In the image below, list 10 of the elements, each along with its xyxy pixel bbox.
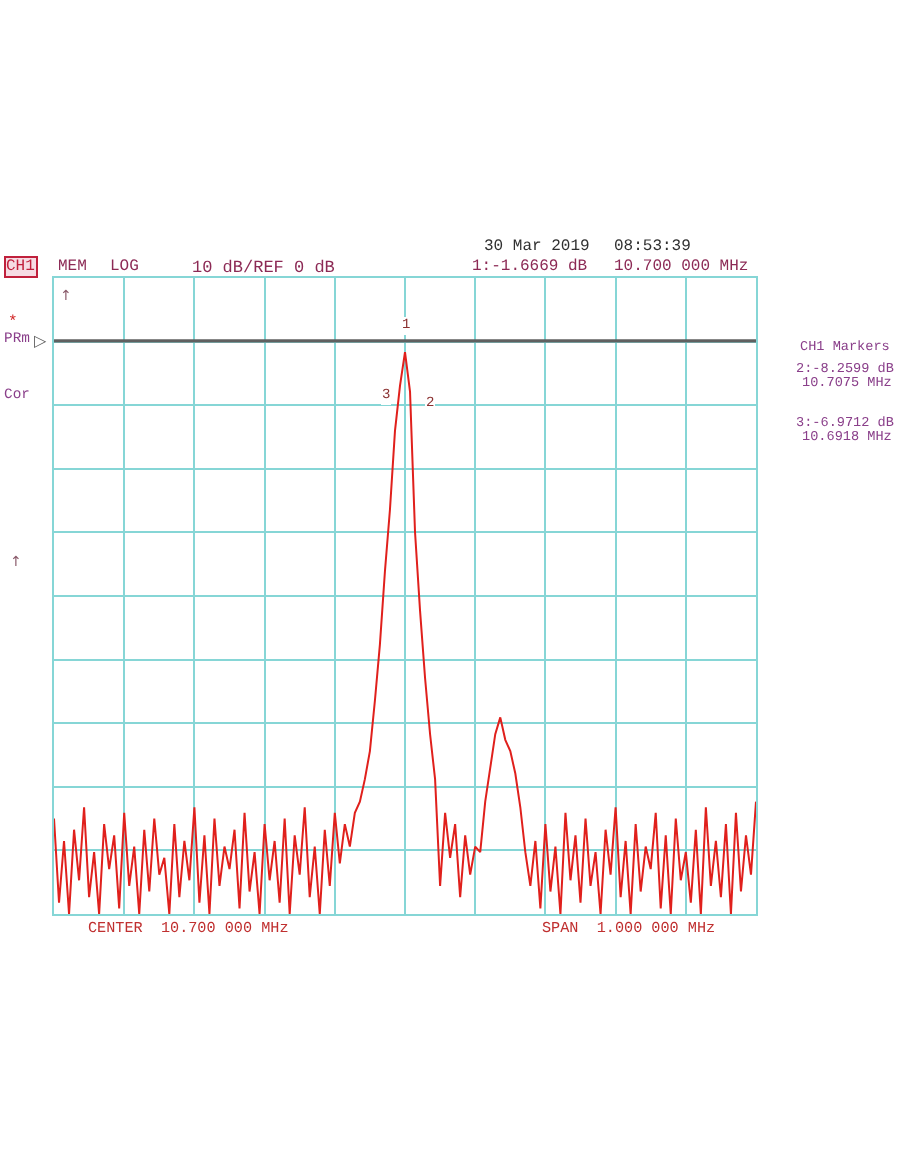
text: 1:-1.6669 dB — [472, 258, 588, 276]
text: 10.700 000 MHz — [614, 258, 749, 276]
text: MEM — [58, 258, 88, 276]
text: 30 Mar 2019 — [484, 238, 591, 256]
text: LOG — [110, 258, 140, 276]
text: 10 dB/REF 0 dB — [192, 258, 335, 278]
text: * — [8, 314, 18, 332]
text: 08:53:39 — [614, 238, 692, 256]
text: CH1 — [6, 258, 36, 276]
ref-line-label: ▷ — [34, 332, 48, 350]
